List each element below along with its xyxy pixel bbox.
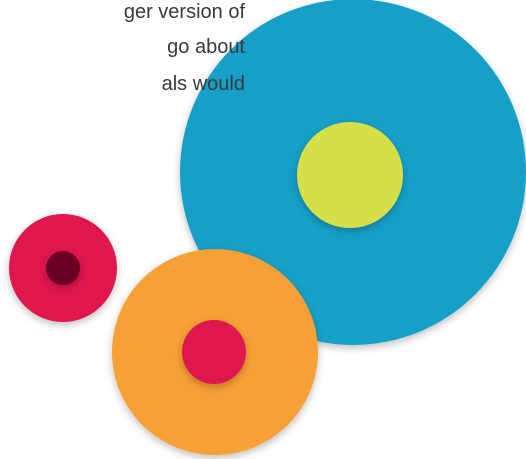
text-line: ger version of: [123, 1, 245, 23]
text-line: go about: [167, 36, 245, 58]
inner-red-circle: [182, 320, 246, 384]
yellow-circle: [297, 122, 403, 228]
text-line: als would: [161, 73, 245, 95]
dark-red-circle: [46, 251, 80, 285]
